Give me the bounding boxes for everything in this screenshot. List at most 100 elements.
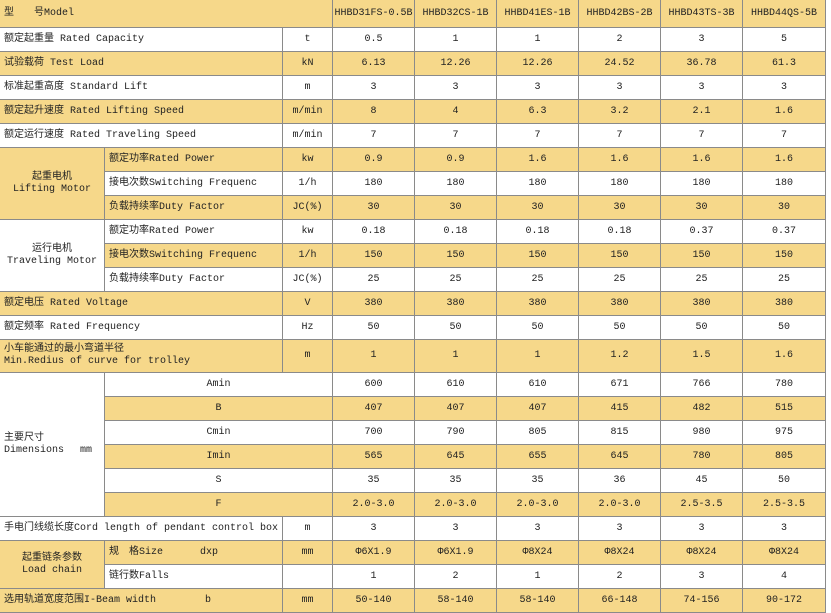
value: 30 [415,196,497,220]
value: Φ8X24 [497,541,579,565]
value-text: 980 [692,426,711,438]
value: 0.18 [497,220,579,244]
value-text: 380 [692,297,711,309]
value-text: 30 [449,201,462,213]
row-label: B [105,397,333,421]
value: 50 [661,316,743,340]
unit: kw [283,148,333,172]
value-text: 407 [528,402,547,414]
value-text: 0.5 [364,33,383,45]
value-text: 58-140 [519,594,556,606]
value-text: 30 [777,201,790,213]
value: 610 [415,373,497,397]
row-label-text: 额定运行速度 Rated Traveling Speed [4,129,197,141]
value: 12.26 [415,52,497,76]
value-text: 24.52 [604,57,635,69]
header-label-text: 型 号Model [4,7,75,19]
value: Φ8X24 [579,541,661,565]
value-text: 7 [452,129,459,141]
row-label-text: Imin [206,450,231,462]
value-text: 1.6 [774,105,793,117]
row-label-text: 负载持续率Duty Factor [109,201,226,213]
value: 2.0-3.0 [579,493,661,517]
value: 35 [333,469,415,493]
value: 150 [415,244,497,268]
row-label-text: 接电次数Switching Frequenc [109,249,258,261]
value-text: 7 [534,129,541,141]
model-name-text: HHBD32CS-1B [422,7,489,19]
group-label-line: 起重链条参数 [22,552,82,564]
value: 3 [415,517,497,541]
value-text: 50 [777,474,790,486]
value-text: 2.0-3.0 [516,498,559,510]
value: 24.52 [579,52,661,76]
value: 645 [415,445,497,469]
value-text: 74-156 [683,594,720,606]
unit: m [283,517,333,541]
value: 1 [497,28,579,52]
unit: kw [283,220,333,244]
value: 2 [579,565,661,589]
value: 36 [579,469,661,493]
unit-text: m [304,522,311,534]
value: 0.18 [415,220,497,244]
value: 2.0-3.0 [497,493,579,517]
unit: m/min [283,124,333,148]
value: 7 [333,124,415,148]
value-text: 645 [446,450,465,462]
value-text: 150 [610,249,629,261]
value: 5 [743,28,826,52]
value-text: 380 [364,297,383,309]
value-text: 35 [367,474,380,486]
value: 3 [579,76,661,100]
value: 1 [415,340,497,373]
value: 50 [333,316,415,340]
value-text: 975 [774,426,793,438]
value: 790 [415,421,497,445]
value-text: 1.6 [692,153,711,165]
value-text: 415 [610,402,629,414]
row-label-text: 接电次数Switching Frequenc [109,177,258,189]
unit-text: 1/h [298,177,317,189]
value-text: 50 [531,321,544,333]
value: 2 [415,565,497,589]
value: 150 [497,244,579,268]
value: 1.6 [661,148,743,172]
value-text: 50 [695,321,708,333]
value: 407 [415,397,497,421]
value: 482 [661,397,743,421]
row-label: 小车能通过的最小弯道半径 Min.Redius of curve for trol… [0,340,283,373]
value: 380 [579,292,661,316]
value: 25 [743,268,826,292]
value: 1 [415,28,497,52]
row-label-text: 规 格Size [109,546,164,558]
value-text: 2.1 [692,105,711,117]
unit-text: V [304,297,311,309]
model-name: HHBD43TS-3B [661,0,743,28]
row-label: 额定电压 Rated Voltage [0,292,283,316]
value-text: 30 [695,201,708,213]
value: 815 [579,421,661,445]
value: 380 [333,292,415,316]
value-text: 3 [698,570,705,582]
row-label-text: 额定起升速度 Rated Lifting Speed [4,105,185,117]
value-text: 515 [774,402,793,414]
value-text: 66-148 [601,594,638,606]
value-text: 805 [528,426,547,438]
model-name-text: HHBD42BS-2B [586,7,653,19]
value: 50 [743,316,826,340]
value: 0.37 [661,220,743,244]
value: 180 [743,172,826,196]
value: 50-140 [333,589,415,613]
value: 180 [333,172,415,196]
value: 150 [661,244,743,268]
value-text: 2 [616,33,623,45]
value: 50 [415,316,497,340]
row-label: 额定频率 Rated Frequency [0,316,283,340]
value: 25 [415,268,497,292]
value: 1.6 [743,148,826,172]
value-text: 50 [367,321,380,333]
value: 30 [743,196,826,220]
row-label-text: 标准起重高度 Standard Lift [4,81,149,93]
unit: mm [283,589,333,613]
